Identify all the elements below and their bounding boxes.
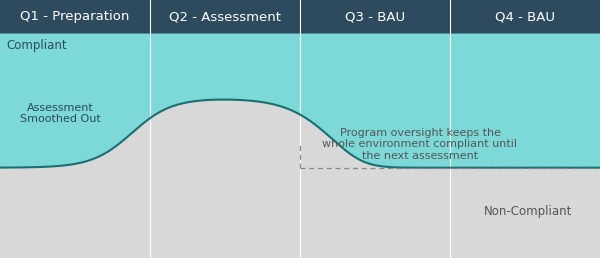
Text: Q3 - BAU: Q3 - BAU bbox=[345, 10, 405, 23]
Bar bbox=[0, 0, 600, 34]
Text: Q4 - BAU: Q4 - BAU bbox=[495, 10, 555, 23]
Text: Assessment
Smoothed Out: Assessment Smoothed Out bbox=[20, 103, 100, 124]
Text: Compliant: Compliant bbox=[6, 39, 67, 52]
Text: Program oversight keeps the
whole environment compliant until
the next assessmen: Program oversight keeps the whole enviro… bbox=[323, 128, 517, 161]
Text: Q2 - Assessment: Q2 - Assessment bbox=[169, 10, 281, 23]
Text: Q1 - Preparation: Q1 - Preparation bbox=[20, 10, 130, 23]
Text: Non-Compliant: Non-Compliant bbox=[484, 205, 572, 218]
